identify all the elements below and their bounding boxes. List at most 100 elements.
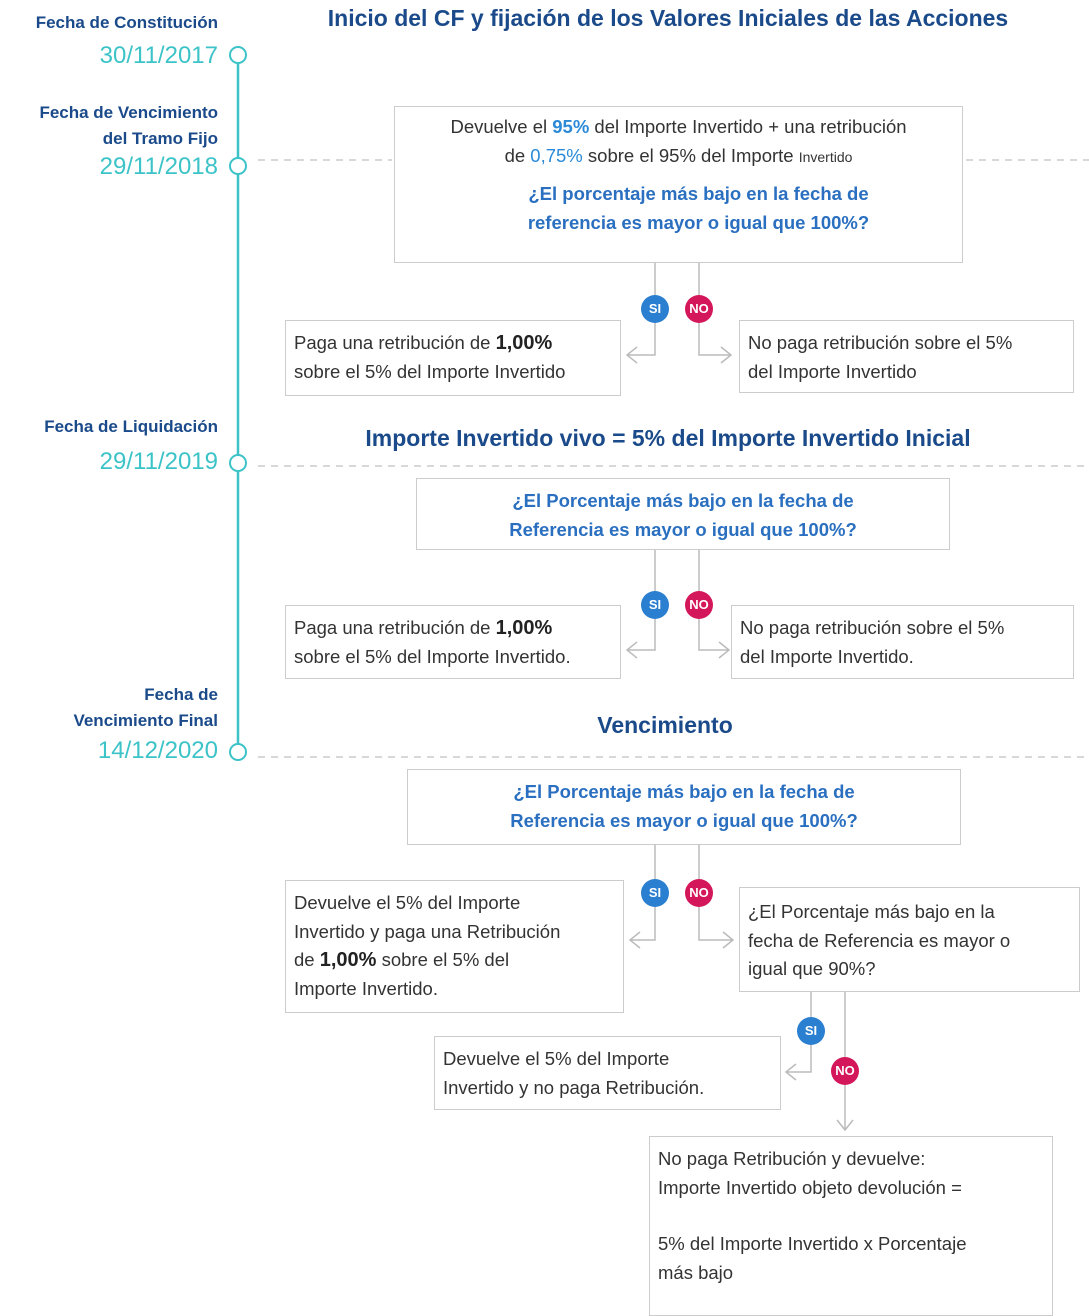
text-line: de 1,00% sobre el 5% del	[294, 946, 615, 975]
timeline-date: 29/11/2019	[99, 448, 218, 475]
text-line: ¿El Porcentaje más bajo en la fecha de	[416, 778, 952, 807]
timeline-label: Fecha de Liquidación	[44, 414, 218, 440]
badge-no: NO	[685, 591, 713, 619]
text-line: Importe Invertido.	[294, 975, 615, 1004]
text-run: Invertido y paga una Retribución	[294, 920, 561, 942]
text-run: Devuelve el 5% del Importe	[443, 1048, 670, 1069]
text-line: Paga una retribución de 1,00%	[294, 614, 612, 643]
text-run: Invertido	[798, 148, 853, 165]
question-line: ¿El porcentaje más bajo en la fecha de	[528, 183, 869, 204]
timeline-label: Fecha de Vencimiento Final	[73, 682, 218, 734]
text-run: Devuelve el	[450, 116, 553, 137]
text-line: sobre el 5% del Importe Invertido	[294, 358, 612, 387]
text-run: 0,75%	[530, 144, 583, 166]
timeline-label-line: del Tramo Fijo	[102, 129, 218, 148]
text-run: Paga una retribución de	[294, 332, 496, 353]
text-line: Referencia es mayor o igual que 100%?	[416, 807, 952, 836]
text-run: sobre el 5% del Importe Invertido.	[294, 645, 571, 667]
badge-yes: SI	[641, 879, 669, 907]
text-run: No paga retribución sobre el 5%	[748, 332, 1013, 353]
flow-box: ¿El Porcentaje más bajo en la fecha de Re…	[407, 769, 961, 845]
text-line: Importe Invertido objeto devolución =	[658, 1174, 1044, 1203]
text-line: Devuelve el 95% del Importe Invertido + …	[403, 113, 954, 142]
text-run: Paga una retribución de	[294, 617, 496, 638]
text-run: Invertido y no paga Retribución.	[443, 1076, 705, 1098]
timeline-label-line: Fecha de Vencimiento	[39, 103, 218, 122]
timeline-date: 14/12/2020	[97, 737, 218, 764]
flow-box: Devuelve el 5% del Importe Invertido y no…	[434, 1036, 781, 1110]
badge-no: NO	[685, 879, 713, 907]
flow-box: No paga retribución sobre el 5% del Impor…	[731, 605, 1074, 679]
text-run: del Importe Invertido + una retribución	[589, 116, 907, 137]
text-line: No paga retribución sobre el 5%	[748, 329, 1065, 358]
text-line: ¿El Porcentaje más bajo en la	[748, 898, 1071, 927]
text-run: sobre el 5% del	[376, 949, 510, 970]
text-run: Referencia es mayor o igual que 100%?	[509, 518, 857, 540]
text-line: ¿El Porcentaje más bajo en la fecha de	[425, 487, 941, 516]
text-line: Referencia es mayor o igual que 100%?	[425, 516, 941, 545]
text-run: 5% del Importe Invertido x Porcentaje	[658, 1233, 967, 1254]
flow-box: Devuelve el 95% del Importe Invertido + …	[394, 106, 963, 263]
text-run: 1,00%	[495, 617, 553, 639]
text-run: Importe Invertido.	[294, 977, 438, 999]
text-run: Devuelve el 5% del Importe	[294, 892, 521, 913]
text-run: No paga retribución sobre el 5%	[740, 617, 1005, 638]
text-line: del Importe Invertido	[748, 358, 1065, 387]
text-run: No paga Retribución y devuelve:	[658, 1148, 926, 1169]
text-run: 1,00%	[495, 332, 553, 354]
badge-yes: SI	[641, 591, 669, 619]
text-line: Invertido y paga una Retribución	[294, 918, 615, 947]
timeline-label-line: Fecha de	[144, 685, 218, 704]
text-run: 1,00%	[319, 949, 377, 971]
section-heading: Inicio del CF y fijación de los Valores …	[327, 5, 1009, 31]
text-run: Referencia es mayor o igual que 100%?	[510, 809, 858, 831]
timeline-label: Fecha de Constitución	[36, 10, 218, 36]
text-line: Invertido y no paga Retribución.	[443, 1074, 772, 1103]
text-run: ¿El Porcentaje más bajo en la fecha de	[513, 781, 855, 802]
timeline-label: Fecha de Vencimiento del Tramo Fijo	[39, 100, 218, 152]
question: ¿El porcentaje más bajo en la fecha de re…	[403, 180, 954, 237]
text-run: 95%	[552, 116, 590, 137]
text-line: sobre el 5% del Importe Invertido.	[294, 643, 612, 672]
text-line: Devuelve el 5% del Importe	[443, 1045, 772, 1074]
timeline-dots	[229, 46, 247, 761]
section-heading: Importe Invertido vivo = 5% del Importe …	[365, 425, 971, 451]
text-run: de	[504, 144, 531, 166]
text-line: del Importe Invertido.	[740, 643, 1065, 672]
text-run: más bajo	[658, 1261, 734, 1283]
flow-box: Paga una retribución de 1,00% sobre el 5%…	[285, 605, 621, 679]
timeline-label-line: Vencimiento Final	[73, 711, 218, 730]
flow-box: Devuelve el 5% del Importe Invertido y pa…	[285, 880, 624, 1013]
text-line: No paga Retribución y devuelve:	[658, 1145, 1044, 1174]
timeline-date: 30/11/2017	[99, 42, 218, 69]
text-run: del Importe Invertido	[748, 360, 917, 382]
flow-box: ¿El Porcentaje más bajo en la fecha de Re…	[739, 887, 1080, 992]
timeline-label-line: Fecha de Liquidación	[44, 417, 218, 436]
text-line: 5% del Importe Invertido x Porcentaje	[658, 1230, 1044, 1259]
text-run: fecha de Referencia es mayor o	[748, 929, 1011, 951]
text-line: No paga retribución sobre el 5%	[740, 614, 1065, 643]
text-run: sobre el 5% del Importe Invertido	[294, 360, 566, 382]
flow-box: No paga retribución sobre el 5% del Impor…	[739, 320, 1074, 393]
timeline-date: 29/11/2018	[99, 153, 218, 180]
spacer	[658, 1202, 1044, 1230]
flow-box: ¿El Porcentaje más bajo en la fecha de Re…	[416, 478, 950, 550]
badge-no: NO	[831, 1057, 859, 1085]
flow-box: No paga Retribución y devuelve: Importe I…	[649, 1136, 1053, 1316]
text-run: ¿El Porcentaje más bajo en la	[748, 901, 995, 922]
text-run: de	[294, 949, 320, 970]
text-run: del Importe Invertido.	[740, 645, 914, 667]
text-run: igual que 90%?	[748, 958, 876, 979]
badge-yes: SI	[641, 295, 669, 323]
text-run: sobre el 95% del Importe	[582, 144, 799, 166]
question-line: referencia es mayor o igual que 100%?	[527, 211, 870, 233]
text-run: ¿El Porcentaje más bajo en la fecha de	[512, 490, 854, 511]
text-line: más bajo	[658, 1259, 1044, 1288]
badge-no: NO	[685, 295, 713, 323]
timeline-label-line: Fecha de Constitución	[35, 13, 218, 32]
text-run: Importe Invertido objeto devolución =	[658, 1176, 962, 1198]
branches	[625, 263, 854, 1132]
text-line: Paga una retribución de 1,00%	[294, 329, 612, 358]
text-line: fecha de Referencia es mayor o	[748, 927, 1071, 956]
text-line: de 0,75% sobre el 95% del Importe Invert…	[403, 142, 954, 172]
